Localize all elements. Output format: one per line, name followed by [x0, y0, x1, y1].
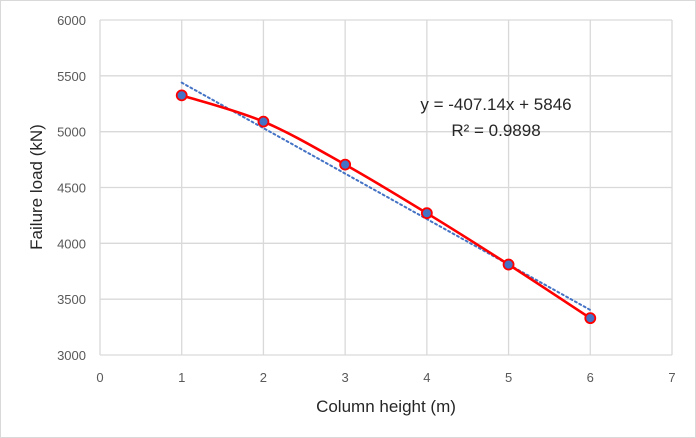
gridlines	[99, 19, 673, 356]
x-tick-label: 7	[668, 370, 675, 385]
y-tick-label: 3500	[57, 292, 86, 307]
x-tick-label: 5	[505, 370, 512, 385]
y-tick-label: 3000	[57, 348, 86, 363]
x-tick-label: 6	[587, 370, 594, 385]
y-tick-label: 5000	[57, 125, 86, 140]
data-point-marker	[502, 258, 515, 271]
data-point-marker	[257, 115, 270, 128]
y-axis-title: Failure load (kN)	[27, 124, 46, 250]
r-squared-label: R² = 0.9898	[451, 121, 540, 140]
y-tick-label: 4000	[57, 236, 86, 251]
data-point-marker	[339, 158, 352, 171]
x-axis-title: Column height (m)	[316, 397, 456, 416]
data-series	[175, 89, 597, 325]
y-tick-label: 6000	[57, 13, 86, 28]
data-point-marker	[420, 207, 433, 220]
x-tick-label: 2	[260, 370, 267, 385]
x-tick-label: 3	[342, 370, 349, 385]
data-point-marker	[175, 89, 188, 102]
data-point-marker	[584, 312, 597, 325]
y-tick-label: 5500	[57, 69, 86, 84]
trendline	[180, 81, 592, 311]
y-tick-label: 4500	[57, 181, 86, 196]
x-tick-label: 0	[96, 370, 103, 385]
x-tick-label: 4	[423, 370, 430, 385]
series-line	[181, 94, 591, 320]
y-axis-ticks: 3000 3500 4000 4500 5000 5500 6000	[57, 13, 86, 363]
x-axis-ticks: 0 1 2 3 4 5 6 7	[96, 370, 675, 385]
trendline-path	[180, 81, 592, 311]
trendline-equation: y = -407.14x + 5846	[420, 95, 571, 114]
x-tick-label: 1	[178, 370, 185, 385]
